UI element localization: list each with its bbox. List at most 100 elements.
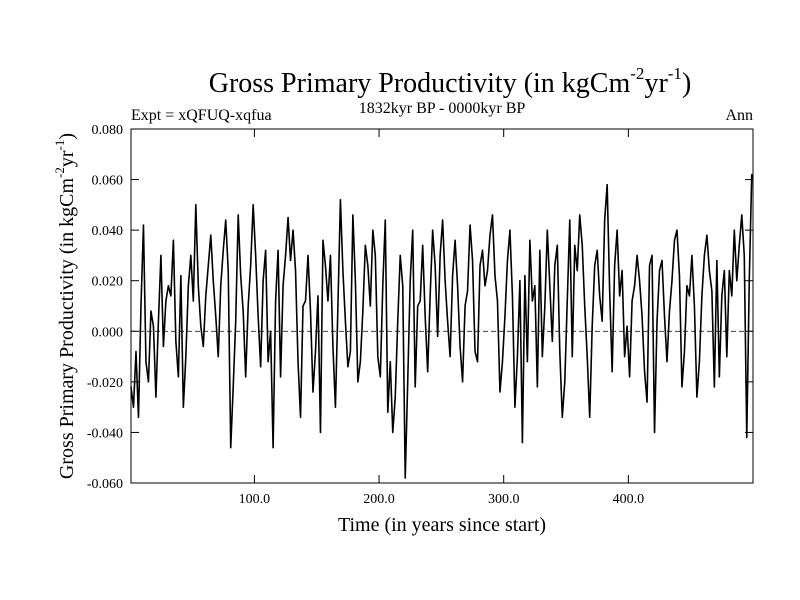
data-point [294,270,297,272]
data-point [606,184,608,186]
data-point [364,244,366,246]
data-point [272,447,274,449]
data-point [319,431,322,434]
data-point [596,249,598,251]
data-point [671,280,673,282]
data-point [225,219,227,221]
data-point [479,264,481,267]
data-point [317,295,319,297]
data-point [566,300,568,302]
data-point [379,376,381,378]
data-point [147,381,150,383]
data-point [708,270,710,272]
data-point [474,350,476,353]
data-point [519,280,521,282]
data-point [511,295,514,297]
y-tick-label: -0.020 [87,376,123,391]
data-point [292,229,294,231]
data-point [332,345,334,348]
data-point [681,386,683,388]
data-point [494,275,496,277]
data-point [531,300,533,302]
data-point [422,244,424,246]
data-point [686,285,688,287]
data-point [190,254,192,257]
data-point [337,305,339,307]
data-point [641,315,643,317]
data-point [382,285,384,287]
data-point [673,239,676,241]
data-point [444,280,446,282]
data-point [282,285,284,287]
data-point [481,249,484,251]
data-point [716,259,718,262]
data-point [741,214,743,216]
data-point [342,270,344,272]
data-point [362,310,364,312]
data-point [339,199,342,201]
data-point [227,270,229,272]
data-point [449,355,451,358]
data-point [329,254,332,257]
data-point [289,259,292,262]
data-point [265,249,267,251]
data-point [377,355,379,358]
data-point [646,401,648,403]
data-point [392,431,394,434]
data-point [569,219,571,221]
data-point [656,320,658,322]
data-point [514,406,516,408]
data-point [284,254,287,257]
data-point [676,229,678,231]
data-point [693,305,696,307]
data-point [155,396,157,398]
data-point [638,280,641,282]
data-point [544,305,546,307]
data-point [142,224,145,226]
data-point [504,315,506,317]
data-point [349,350,351,353]
data-point [561,416,563,418]
data-point [691,254,693,257]
data-point [187,285,189,287]
data-point [279,376,282,378]
data-point [469,224,471,226]
x-tick-label: 300.0 [488,492,520,507]
data-point [247,305,249,307]
data-point [170,295,172,297]
data-point [245,376,247,378]
data-point [374,254,376,257]
data-point [571,355,573,358]
data-point [643,371,646,373]
data-point [746,436,748,439]
data-point [476,361,479,363]
data-point [334,406,337,408]
data-point [711,290,713,292]
data-point [738,244,740,246]
data-point [387,411,389,413]
data-point [312,391,314,393]
data-point [471,259,474,262]
data-point [539,249,541,251]
data-point [399,254,401,257]
data-point [499,391,501,393]
data-point [412,229,414,231]
data-point [661,259,663,262]
data-point [456,285,459,287]
data-point [619,295,621,297]
data-point [182,406,184,408]
data-point [614,264,616,267]
data-point [439,254,441,257]
y-axis-label: Gross Primary Productivity (in kgCm-2yr-… [52,133,78,479]
data-point [651,254,653,257]
data-point [678,275,681,277]
data-point [230,447,232,449]
data-point [232,386,234,388]
data-point [262,280,264,282]
plot-frame [130,128,754,484]
data-point [404,477,406,479]
data-point [302,305,304,307]
data-point [424,315,426,317]
data-point [721,295,723,297]
data-point [452,275,454,277]
